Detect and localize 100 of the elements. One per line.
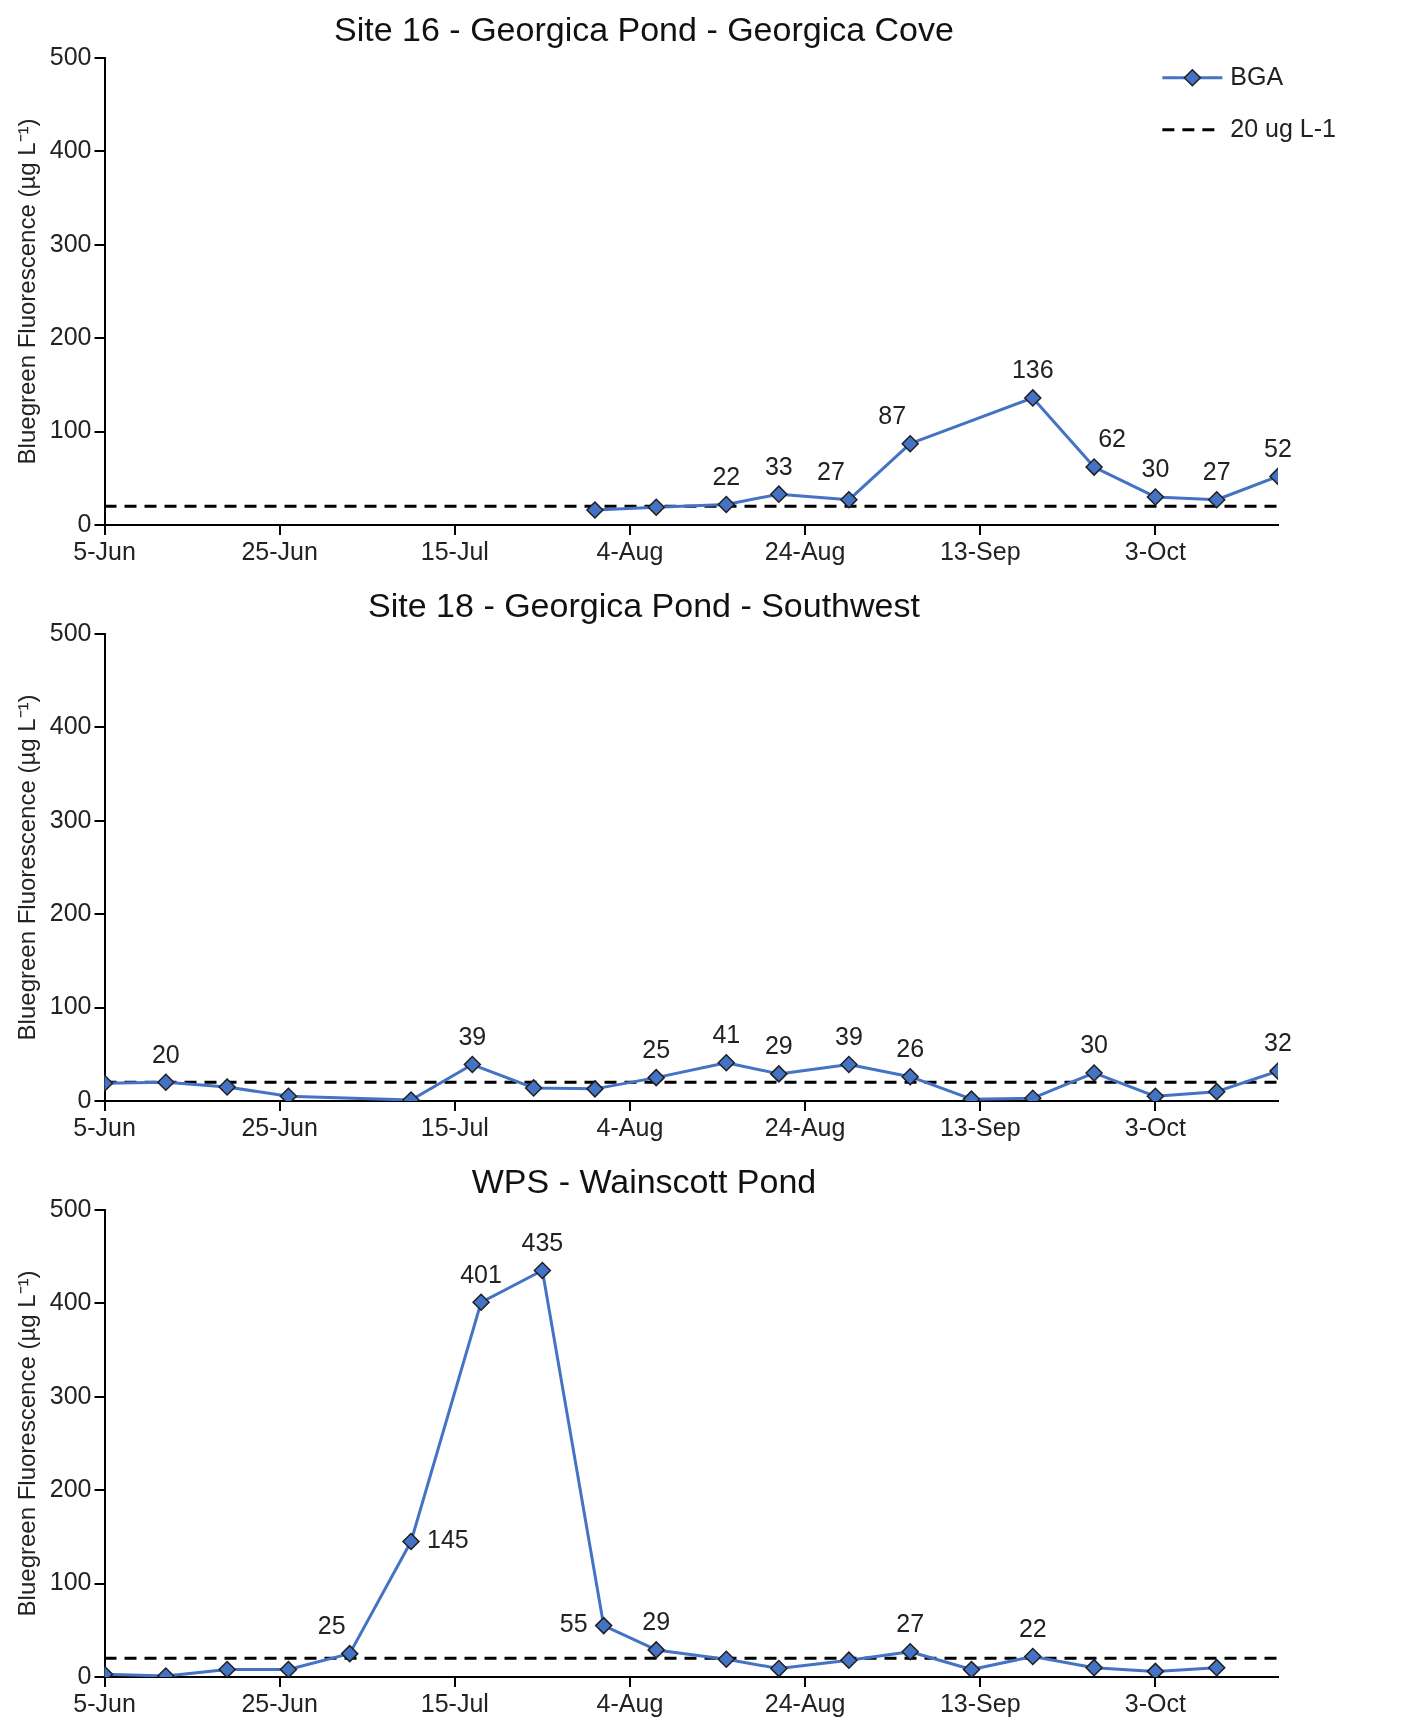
x-tick-label: 4-Aug bbox=[596, 1688, 664, 1717]
data-label: 22 bbox=[712, 461, 741, 490]
data-label: 30 bbox=[1141, 454, 1170, 483]
data-label: 27 bbox=[816, 457, 845, 486]
point bbox=[1085, 458, 1103, 476]
x-tick-label: 13-Sep bbox=[939, 536, 1021, 565]
point bbox=[472, 1293, 490, 1312]
x-tick-label: 5-Jun bbox=[73, 536, 136, 565]
chart-title: WPS - Wainscott Pond bbox=[471, 1161, 817, 1200]
x-tick-label: 25-Jun bbox=[241, 1688, 318, 1717]
data-label: 39 bbox=[458, 1021, 487, 1050]
data-label: 25 bbox=[642, 1035, 671, 1064]
x-tick-label: 4-Aug bbox=[596, 1112, 664, 1141]
y-tick-label: 300 bbox=[49, 804, 92, 833]
y-axis-title: Bluegreen Fluorescence (µg L⁻¹) bbox=[13, 118, 41, 465]
y-tick-label: 200 bbox=[49, 322, 92, 351]
point bbox=[1146, 1662, 1165, 1677]
y-axis-title: Bluegreen Fluorescence (µg L⁻¹) bbox=[13, 1270, 41, 1617]
data-label: 55 bbox=[559, 1609, 588, 1638]
data-label: 401 bbox=[460, 1259, 502, 1288]
y-tick-label: 300 bbox=[49, 1380, 92, 1409]
point bbox=[340, 1644, 359, 1663]
y-tick-label: 400 bbox=[49, 711, 92, 740]
data-label: 20 bbox=[151, 1039, 180, 1068]
y-tick-label: 400 bbox=[49, 1287, 92, 1316]
x-tick-label: 25-Jun bbox=[241, 536, 318, 565]
point bbox=[218, 1660, 236, 1677]
data-label: 29 bbox=[642, 1607, 671, 1636]
point bbox=[770, 1659, 788, 1677]
x-tick-label: 3-Oct bbox=[1124, 536, 1187, 565]
x-tick-label: 25-Jun bbox=[241, 1112, 318, 1141]
data-label: 27 bbox=[896, 1609, 925, 1638]
y-tick-label: 500 bbox=[49, 41, 92, 70]
x-tick-label: 15-Jul bbox=[420, 1688, 489, 1717]
y-tick-label: 0 bbox=[77, 1084, 92, 1113]
point bbox=[901, 1643, 919, 1661]
data-label: 30 bbox=[1080, 1030, 1108, 1059]
y-tick-label: 400 bbox=[49, 135, 92, 164]
point bbox=[533, 1261, 552, 1280]
point bbox=[717, 1650, 736, 1668]
data-label: 52 bbox=[1264, 433, 1292, 462]
x-tick-label: 5-Jun bbox=[73, 1112, 136, 1141]
x-tick-label: 24-Aug bbox=[764, 536, 846, 565]
point bbox=[586, 501, 604, 519]
y-tick-label: 100 bbox=[49, 415, 92, 444]
x-tick-label: 24-Aug bbox=[764, 1688, 846, 1717]
point bbox=[1085, 1658, 1103, 1677]
point bbox=[647, 498, 665, 516]
data-label: 26 bbox=[896, 1034, 925, 1063]
data-label: 32 bbox=[1264, 1028, 1292, 1057]
y-tick-label: 500 bbox=[49, 1193, 92, 1222]
data-label: 62 bbox=[1098, 424, 1126, 453]
point bbox=[717, 495, 736, 514]
x-tick-label: 3-Oct bbox=[1124, 1688, 1187, 1717]
point bbox=[1024, 1647, 1042, 1666]
point bbox=[770, 485, 788, 503]
point bbox=[402, 1532, 420, 1551]
data-label: 435 bbox=[521, 1227, 564, 1256]
data-label: 136 bbox=[1011, 355, 1054, 384]
y-tick-label: 500 bbox=[49, 617, 92, 646]
point bbox=[840, 491, 858, 509]
point bbox=[279, 1660, 298, 1677]
data-label: 25 bbox=[317, 1611, 346, 1640]
y-tick-label: 0 bbox=[77, 508, 92, 537]
y-axis-title: Bluegreen Fluorescence (µg L⁻¹) bbox=[13, 694, 41, 1041]
point bbox=[1207, 1658, 1226, 1677]
data-label: 29 bbox=[764, 1031, 793, 1060]
legend-label: 20 ug L-1 bbox=[1230, 113, 1336, 142]
data-label: 27 bbox=[1202, 457, 1231, 486]
point bbox=[901, 434, 919, 453]
x-tick-label: 3-Oct bbox=[1124, 1112, 1187, 1141]
data-label: 87 bbox=[878, 401, 907, 430]
data-label: 145 bbox=[427, 1525, 469, 1554]
point bbox=[1024, 389, 1042, 407]
y-tick-label: 300 bbox=[49, 228, 92, 257]
point bbox=[962, 1660, 981, 1677]
y-tick-label: 100 bbox=[49, 991, 92, 1020]
x-tick-label: 24-Aug bbox=[764, 1112, 846, 1141]
data-label: 41 bbox=[712, 1020, 741, 1049]
legend-label: BGA bbox=[1230, 61, 1284, 90]
x-tick-label: 13-Sep bbox=[939, 1112, 1021, 1141]
x-tick-label: 5-Jun bbox=[73, 1688, 136, 1717]
point bbox=[647, 1641, 665, 1659]
chart-title: Site 18 - Georgica Pond - Southwest bbox=[368, 585, 921, 624]
y-tick-label: 200 bbox=[49, 1474, 92, 1503]
y-tick-label: 100 bbox=[49, 1567, 92, 1596]
point bbox=[840, 1651, 858, 1669]
y-tick-label: 200 bbox=[49, 898, 92, 927]
data-label: 33 bbox=[764, 451, 793, 480]
x-tick-label: 15-Jul bbox=[420, 1112, 489, 1141]
point bbox=[594, 1616, 613, 1635]
data-label: 39 bbox=[834, 1021, 863, 1050]
data-label: 22 bbox=[1018, 1613, 1047, 1642]
x-tick-label: 15-Jul bbox=[420, 536, 489, 565]
chart-title: Site 16 - Georgica Pond - Georgica Cove bbox=[334, 9, 954, 48]
x-tick-label: 13-Sep bbox=[939, 1688, 1021, 1717]
y-tick-label: 0 bbox=[77, 1660, 92, 1689]
x-tick-label: 4-Aug bbox=[596, 536, 664, 565]
point bbox=[1207, 491, 1226, 509]
point bbox=[1146, 488, 1165, 506]
